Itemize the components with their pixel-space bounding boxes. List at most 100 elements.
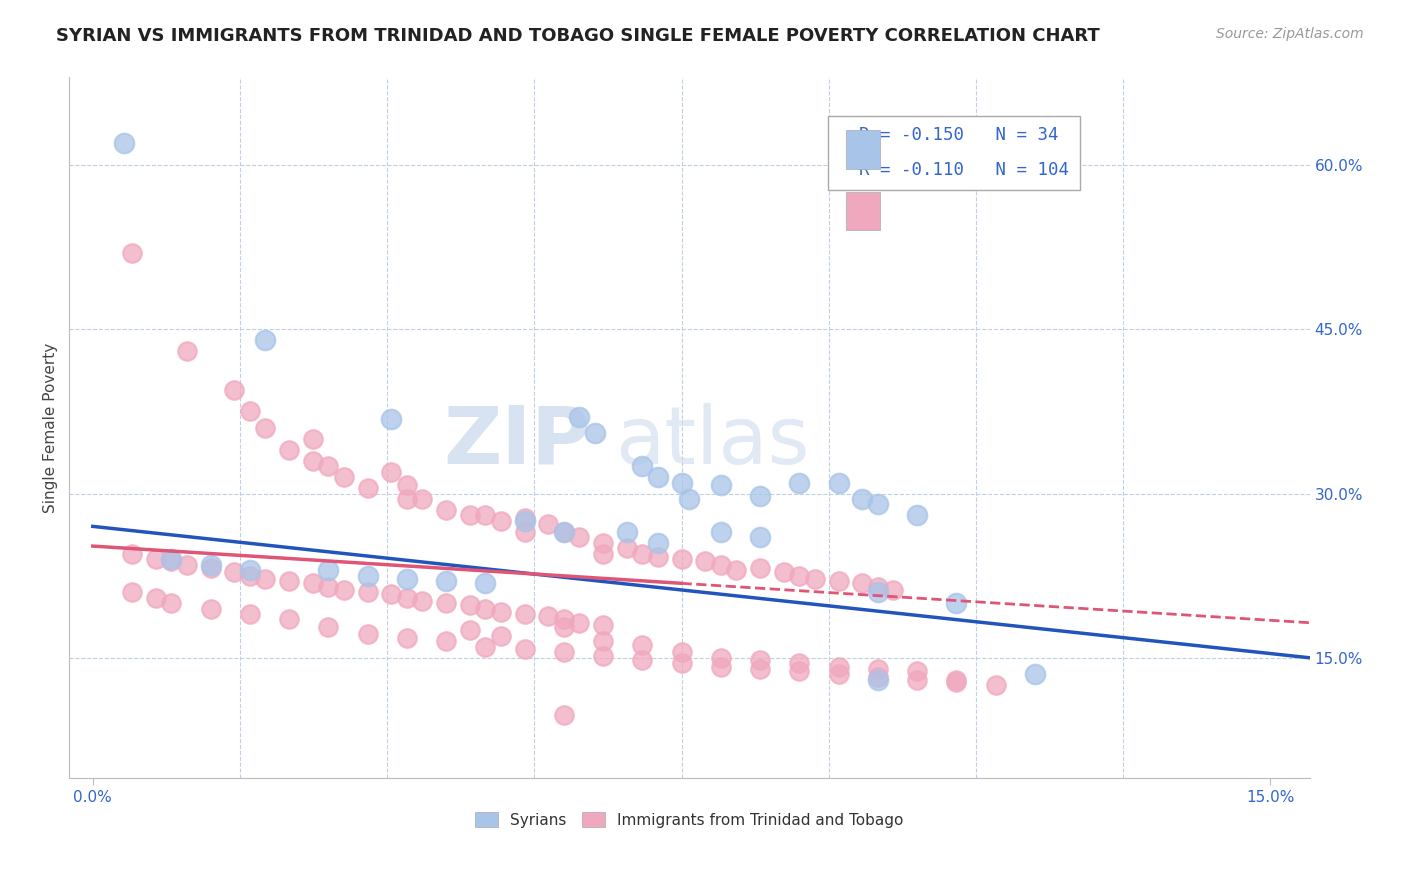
Point (749, 662, 772, 676)
Point (592, 618, 614, 632)
Point (513, 510, 536, 524)
Point (631, 459, 654, 474)
Point (631, 547, 654, 561)
Point (254, 421, 277, 435)
Point (458, 624, 481, 638)
Point (513, 642, 536, 657)
Point (513, 607, 536, 621)
Point (176, 344, 198, 359)
Point (827, 475, 849, 490)
Point (553, 524, 575, 539)
Point (866, 580, 889, 594)
Point (160, 596, 183, 610)
Point (316, 620, 339, 634)
Point (945, 596, 967, 610)
Point (749, 530, 772, 544)
Point (434, 634, 457, 648)
Point (616, 541, 638, 556)
Point (316, 459, 339, 474)
Point (239, 607, 262, 621)
Point (804, 572, 827, 586)
Point (772, 566, 794, 580)
Point (631, 653, 654, 667)
Point (474, 601, 496, 615)
Point (827, 667, 849, 681)
Point (725, 563, 748, 577)
Point (647, 470, 669, 484)
Point (866, 671, 889, 685)
Point (380, 587, 402, 601)
Point (145, 552, 167, 566)
Point (434, 503, 457, 517)
Point (568, 530, 591, 544)
Point (631, 638, 654, 652)
Point (671, 475, 693, 490)
Point (380, 465, 402, 479)
Point (671, 552, 693, 566)
Text: SYRIAN VS IMMIGRANTS FROM TRINIDAD AND TOBAGO SINGLE FEMALE POVERTY CORRELATION : SYRIAN VS IMMIGRANTS FROM TRINIDAD AND T… (56, 27, 1099, 45)
Point (710, 477, 733, 491)
Point (200, 558, 222, 572)
Point (568, 409, 591, 424)
Point (395, 477, 418, 491)
Point (710, 524, 733, 539)
Point (537, 609, 560, 624)
Point (239, 568, 262, 582)
Point (112, 136, 135, 150)
Point (749, 653, 772, 667)
Point (592, 648, 614, 663)
Point (647, 549, 669, 564)
Point (984, 678, 1007, 692)
Point (647, 536, 669, 550)
Point (356, 481, 378, 495)
Point (787, 568, 810, 582)
Point (1024, 667, 1046, 681)
Point (395, 631, 418, 645)
Point (333, 470, 356, 484)
Point (278, 442, 301, 457)
Point (851, 576, 873, 591)
Point (121, 585, 143, 599)
Point (333, 582, 356, 597)
Point (176, 558, 198, 572)
Text: R = -0.150   N = 34
  R = -0.110   N = 104: R = -0.150 N = 34 R = -0.110 N = 104 (838, 127, 1069, 179)
Point (160, 554, 183, 568)
Point (787, 657, 810, 671)
FancyBboxPatch shape (845, 130, 880, 169)
Point (671, 645, 693, 659)
Point (474, 508, 496, 523)
Point (239, 404, 262, 418)
Point (866, 498, 889, 512)
Point (905, 508, 928, 523)
Point (316, 580, 339, 594)
Point (827, 659, 849, 673)
Point (200, 601, 222, 615)
Point (458, 598, 481, 612)
Point (866, 673, 889, 687)
Point (278, 574, 301, 588)
Point (145, 591, 167, 605)
Point (787, 664, 810, 678)
Point (254, 572, 277, 586)
Point (278, 612, 301, 626)
Point (434, 596, 457, 610)
Point (710, 650, 733, 665)
Point (239, 563, 262, 577)
Legend: Syrians, Immigrants from Trinidad and Tobago: Syrians, Immigrants from Trinidad and To… (470, 805, 910, 834)
Point (905, 664, 928, 678)
Point (458, 508, 481, 523)
Point (411, 594, 433, 608)
Point (553, 620, 575, 634)
Point (356, 585, 378, 599)
Point (827, 574, 849, 588)
Point (866, 662, 889, 676)
Point (553, 524, 575, 539)
Point (356, 626, 378, 640)
Point (513, 514, 536, 528)
Point (693, 554, 716, 568)
Point (866, 585, 889, 599)
Point (678, 491, 700, 506)
Point (553, 612, 575, 626)
Point (592, 634, 614, 648)
Point (489, 605, 512, 619)
